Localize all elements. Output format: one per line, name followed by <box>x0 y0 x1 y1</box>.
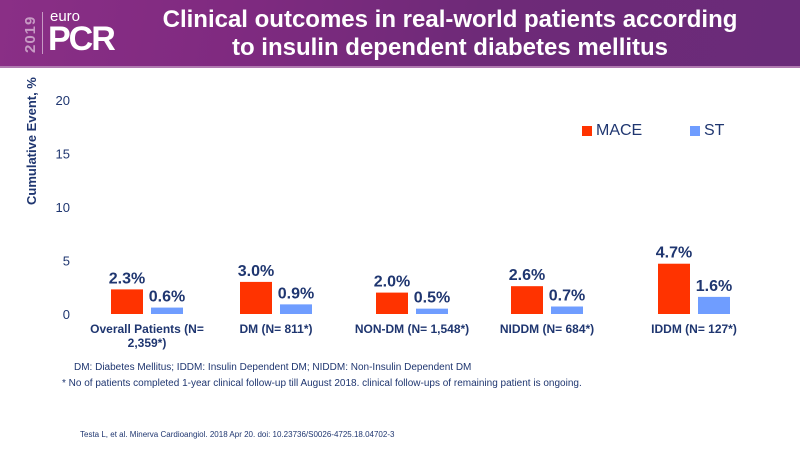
bar-mace <box>111 289 143 314</box>
bar-st <box>151 307 183 314</box>
data-label-st: 1.6% <box>696 278 732 295</box>
bar-mace <box>511 286 543 314</box>
logo-euro-text: euro <box>50 8 81 25</box>
legend-item-mace: MACE <box>582 122 642 140</box>
data-label-st: 0.9% <box>278 285 314 302</box>
y-tick-label: 20 <box>56 93 70 108</box>
x-tick-label: NON-DM (N= 1,548*) <box>355 322 469 336</box>
title-line-1: Clinical outcomes in real-world patients… <box>162 6 738 33</box>
x-tick-label: NIDDM (N= 684*) <box>500 322 594 336</box>
data-label-st: 0.7% <box>549 288 585 305</box>
bar-st <box>698 296 730 314</box>
legend-label-mace: MACE <box>596 122 643 139</box>
bar-mace <box>376 292 408 314</box>
y-tick-label: 10 <box>56 200 70 215</box>
logo-pcr-text: PCR <box>48 20 116 58</box>
header-divider <box>0 66 800 68</box>
data-label-mace: 3.0% <box>238 263 274 280</box>
slide-title: Clinical outcomes in real-world patients… <box>130 6 770 62</box>
data-label-st: 0.5% <box>414 290 450 307</box>
x-tick-label: IDDM (N= 127*) <box>651 322 737 336</box>
logo-separator <box>42 12 43 54</box>
abbreviations-note: DM: Diabetes Mellitus; IDDM: Insulin Dep… <box>74 362 472 373</box>
bar-mace <box>658 263 690 314</box>
slide-header <box>0 0 800 66</box>
data-label-st: 0.6% <box>149 289 185 306</box>
legend-item-st: ST <box>690 122 724 140</box>
data-label-mace: 4.7% <box>656 245 692 262</box>
legend-label-st: ST <box>704 122 725 139</box>
y-tick-label: 0 <box>63 307 70 322</box>
footnote: * No of patients completed 1-year clinic… <box>62 378 582 389</box>
data-label-mace: 2.3% <box>109 270 145 287</box>
y-tick-label: 15 <box>56 147 70 162</box>
bar-st <box>551 306 583 314</box>
y-tick-label: 5 <box>63 254 70 269</box>
bar-st <box>280 304 312 314</box>
citation: Testa L, et al. Minerva Cardioangiol. 20… <box>80 430 395 439</box>
legend-swatch-mace <box>582 125 592 136</box>
x-tick-label: 2,359*) <box>128 336 167 350</box>
title-line-2: to insulin dependent diabetes mellitus <box>231 34 669 61</box>
x-tick-label: DM (N= 811*) <box>239 322 312 336</box>
bar-mace <box>240 281 272 314</box>
legend-swatch-st <box>690 125 700 136</box>
data-label-mace: 2.0% <box>374 274 410 291</box>
bar-st <box>416 308 448 314</box>
data-label-mace: 2.6% <box>509 267 545 284</box>
x-tick-label: Overall Patients (N= <box>90 322 204 336</box>
